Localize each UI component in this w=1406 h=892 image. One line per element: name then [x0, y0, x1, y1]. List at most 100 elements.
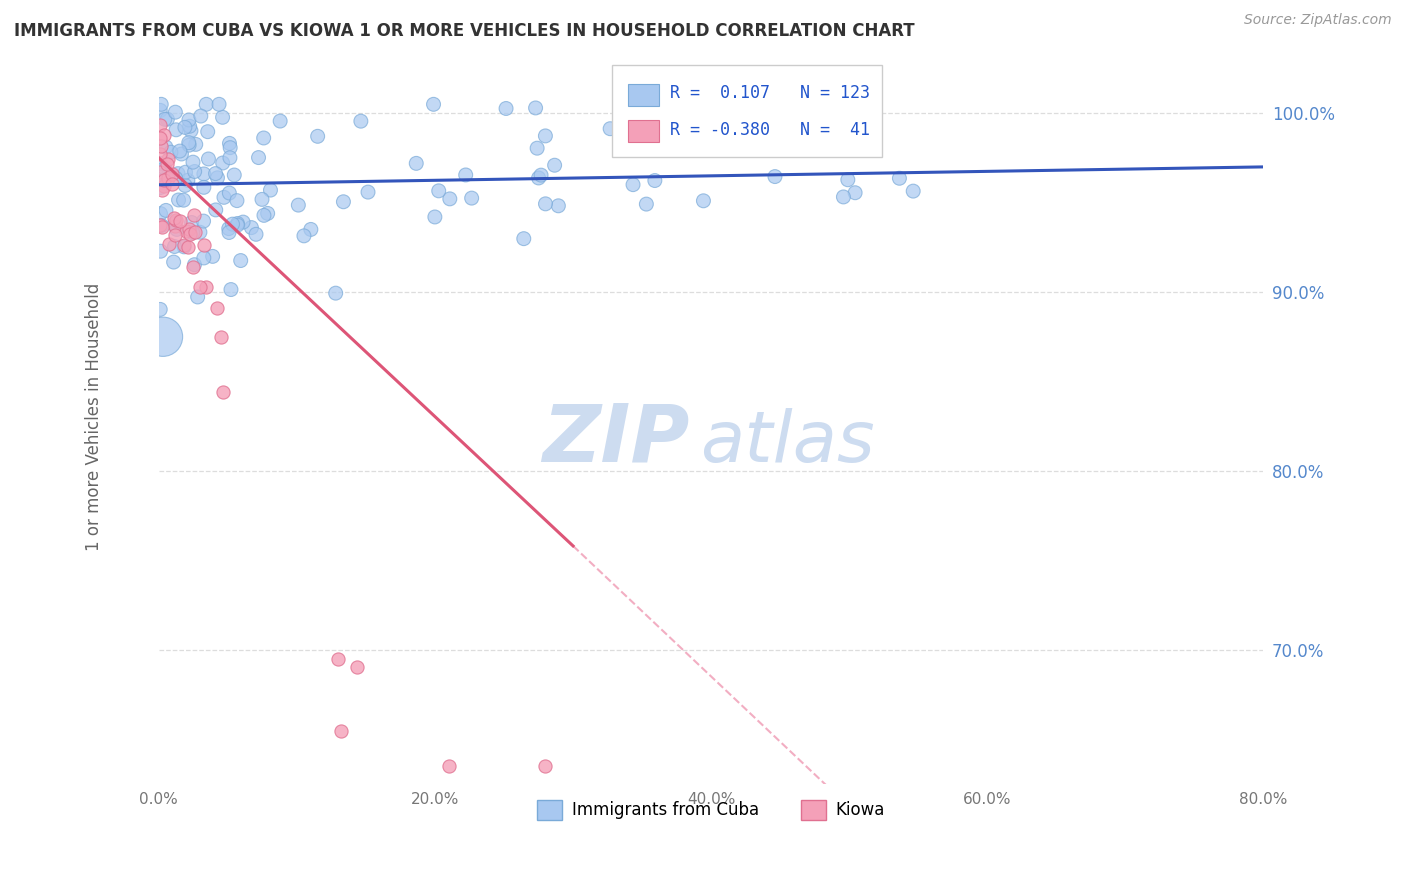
Point — [149, 130, 172, 145]
Point — [169, 144, 191, 158]
Point — [193, 251, 215, 265]
Point — [211, 156, 233, 170]
Point — [150, 138, 173, 153]
Point — [193, 238, 215, 252]
Point — [350, 114, 373, 128]
Point — [218, 226, 240, 240]
Point — [253, 208, 276, 222]
Point — [247, 151, 270, 165]
Point — [149, 206, 172, 220]
Point — [181, 155, 204, 169]
Point — [183, 258, 205, 272]
Point — [159, 236, 181, 251]
Point — [157, 168, 180, 182]
Point — [256, 206, 278, 220]
Point — [150, 219, 173, 233]
Point — [184, 226, 207, 240]
Point — [149, 165, 172, 179]
Point — [162, 255, 184, 269]
Point — [193, 180, 215, 194]
Point — [513, 232, 536, 246]
Point — [208, 97, 231, 112]
Point — [149, 244, 172, 259]
Point — [209, 330, 232, 344]
Point — [183, 208, 205, 222]
Point — [163, 216, 186, 230]
Point — [149, 147, 172, 161]
Point — [165, 213, 187, 227]
Point — [149, 118, 172, 132]
FancyBboxPatch shape — [628, 84, 659, 105]
Point — [218, 186, 240, 200]
Point — [177, 240, 200, 254]
Point — [299, 222, 322, 236]
Point — [226, 194, 249, 208]
Point — [155, 140, 177, 154]
Point — [204, 167, 226, 181]
Text: IMMIGRANTS FROM CUBA VS KIOWA 1 OR MORE VEHICLES IN HOUSEHOLD CORRELATION CHART: IMMIGRANTS FROM CUBA VS KIOWA 1 OR MORE … — [14, 22, 915, 40]
Point — [165, 123, 187, 137]
Point — [422, 97, 444, 112]
Point — [599, 121, 621, 136]
Point — [423, 210, 446, 224]
Point — [179, 227, 201, 241]
Point — [173, 240, 195, 254]
Point — [495, 102, 517, 116]
Point — [543, 158, 565, 172]
Point — [211, 111, 233, 125]
Point — [534, 759, 557, 773]
Point — [177, 112, 200, 127]
Point — [219, 151, 242, 165]
Point — [163, 227, 186, 242]
Point — [163, 239, 186, 253]
Point — [437, 759, 460, 773]
Point — [177, 173, 200, 187]
Point — [190, 109, 212, 123]
Point — [195, 97, 218, 112]
Point — [763, 169, 786, 184]
Point — [150, 97, 173, 112]
Point — [156, 157, 179, 171]
Point — [332, 194, 354, 209]
Point — [844, 186, 866, 200]
Point — [219, 141, 242, 155]
Point — [181, 226, 204, 240]
Point — [150, 183, 173, 197]
Point — [155, 203, 177, 218]
Y-axis label: 1 or more Vehicles in Household: 1 or more Vehicles in Household — [86, 283, 103, 551]
Point — [177, 136, 200, 150]
Point — [245, 227, 267, 242]
Point — [837, 173, 859, 187]
Point — [157, 152, 180, 166]
Point — [636, 197, 658, 211]
Point — [527, 171, 550, 186]
Point — [207, 170, 229, 185]
Point — [152, 330, 174, 344]
Point — [644, 173, 666, 187]
Point — [405, 156, 427, 170]
Point — [174, 178, 197, 193]
Point — [427, 184, 450, 198]
Point — [232, 215, 254, 229]
Point — [211, 385, 233, 400]
Point — [166, 222, 188, 236]
Point — [156, 112, 179, 127]
Point — [149, 302, 172, 317]
Point — [204, 202, 226, 217]
Point — [179, 138, 201, 153]
Point — [547, 199, 569, 213]
Point — [163, 211, 186, 226]
Point — [307, 129, 329, 144]
Text: atlas: atlas — [700, 409, 875, 477]
Point — [330, 723, 353, 738]
Point — [621, 178, 644, 192]
Point — [460, 191, 482, 205]
Point — [165, 219, 187, 233]
Point — [180, 124, 202, 138]
Text: ZIP: ZIP — [541, 401, 689, 478]
Point — [156, 171, 179, 186]
Point — [184, 137, 207, 152]
Point — [357, 185, 380, 199]
Point — [174, 165, 197, 179]
Point — [889, 171, 911, 186]
